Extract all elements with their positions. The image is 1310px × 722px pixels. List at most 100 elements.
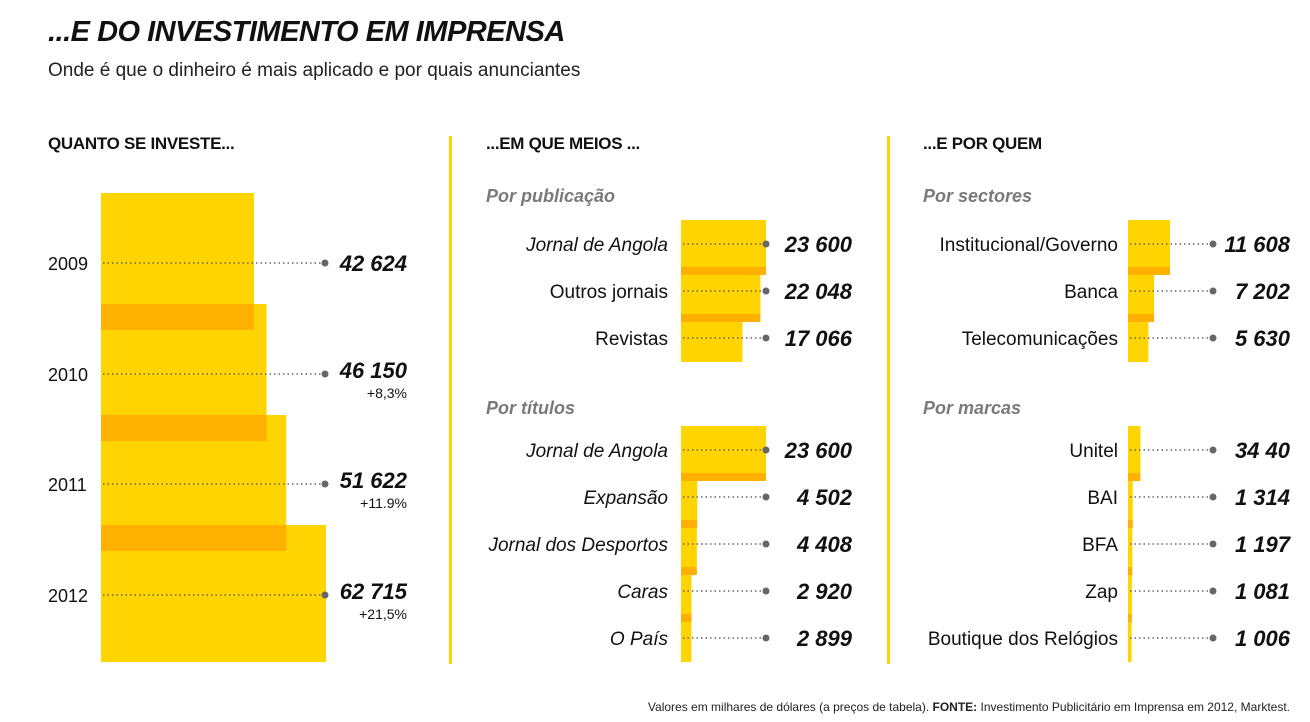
publicacao-value-0: 23 600	[784, 232, 853, 257]
titulos-value-3: 2 920	[796, 579, 853, 604]
titulos-bar-overlap-2	[681, 567, 697, 575]
year-bar-overlap-2011	[101, 525, 287, 551]
marcas-bar-4	[1128, 614, 1132, 662]
titulos-bar-overlap-3	[681, 614, 692, 622]
section-title-quanto: QUANTO SE INVESTE...	[48, 134, 235, 153]
sectores-value-1: 7 202	[1235, 279, 1291, 304]
sectores-bar-overlap-0	[1128, 267, 1170, 275]
sectores-bar-overlap-1	[1128, 314, 1155, 322]
leader-dot-2012	[321, 591, 329, 599]
section-title-quem: ...E POR QUEM	[923, 134, 1042, 153]
leader-dot-2011	[321, 480, 329, 488]
titulos-leader-dot-0	[762, 446, 770, 454]
titulos-leader-dot-3	[762, 587, 770, 595]
marcas-value-2: 1 197	[1235, 532, 1292, 557]
sectores-leader-dot-1	[1209, 287, 1217, 295]
titulos-value-1: 4 502	[796, 485, 853, 510]
leader-dot-2010	[321, 370, 329, 378]
group-title-por-marcas: Por marcas	[923, 398, 1022, 418]
titulos-bar-3	[681, 567, 692, 614]
column-divider-left	[449, 136, 452, 664]
titulos-label-2: Jornal dos Desportos	[487, 535, 668, 556]
titulos-label-3: Caras	[617, 582, 668, 603]
year-change-2010: +8,3%	[367, 385, 407, 401]
titulos-leader-dot-1	[762, 493, 770, 501]
publicacao-label-1: Outros jornais	[550, 282, 668, 303]
year-value-2010: 46 150	[339, 358, 408, 383]
publicacao-label-2: Revistas	[595, 329, 668, 350]
marcas-leader-dot-4	[1209, 634, 1217, 642]
marcas-bar-0	[1128, 426, 1141, 473]
year-label-2009: 2009	[48, 254, 88, 274]
sectores-label-1: Banca	[1064, 282, 1118, 303]
marcas-leader-dot-0	[1209, 446, 1217, 454]
publicacao-leader-dot-1	[762, 287, 770, 295]
marcas-value-1: 1 314	[1235, 485, 1290, 510]
year-label-2010: 2010	[48, 365, 88, 385]
sectores-value-2: 5 630	[1235, 326, 1291, 351]
year-change-2012: +21,5%	[359, 606, 407, 622]
titulos-label-1: Expansão	[583, 488, 668, 509]
year-bar-2009	[101, 193, 254, 304]
marcas-label-1: BAI	[1087, 488, 1118, 509]
marcas-label-2: BFA	[1082, 535, 1118, 556]
year-label-2011: 2011	[48, 475, 87, 495]
marcas-value-0: 34 40	[1235, 438, 1291, 463]
titulos-value-4: 2 899	[796, 626, 853, 651]
publicacao-bar-overlap-1	[681, 314, 761, 322]
section-title-meios: ...EM QUE MEIOS ...	[486, 134, 640, 153]
marcas-value-4: 1 006	[1235, 626, 1291, 651]
publicacao-value-1: 22 048	[784, 279, 853, 304]
footer-source-text: Investimento Publicitário em Imprensa em…	[980, 700, 1290, 714]
sectores-bar-2	[1128, 314, 1149, 362]
sectores-value-0: 11 608	[1224, 232, 1290, 257]
marcas-label-0: Unitel	[1069, 441, 1118, 462]
publicacao-leader-dot-0	[762, 240, 770, 248]
titulos-bar-overlap-0	[681, 473, 766, 481]
titulos-bar-1	[681, 473, 698, 520]
marcas-label-3: Zap	[1085, 582, 1118, 603]
marcas-bar-overlap-2	[1128, 567, 1133, 575]
marcas-bar-overlap-1	[1128, 520, 1133, 528]
marcas-bar-overlap-3	[1128, 614, 1132, 622]
sectores-leader-dot-2	[1209, 334, 1217, 342]
marcas-label-4: Boutique dos Relógios	[928, 629, 1118, 650]
group-title-por-titulos: Por títulos	[486, 398, 575, 418]
footer-note: Valores em milhares de dólares (a preços…	[648, 700, 1290, 714]
year-value-2012: 62 715	[340, 579, 408, 604]
marcas-leader-dot-2	[1209, 540, 1217, 548]
year-value-2011: 51 622	[340, 468, 408, 493]
footer-source-label: FONTE:	[932, 700, 978, 714]
marcas-leader-dot-3	[1209, 587, 1217, 595]
titulos-bar-overlap-1	[681, 520, 698, 528]
year-bar-overlap-2010	[101, 415, 267, 441]
group-title-por-publicacao: Por publicação	[486, 186, 616, 206]
sectores-label-2: Telecomunicações	[962, 329, 1118, 350]
year-bar-overlap-2009	[101, 304, 254, 330]
sectores-label-0: Institucional/Governo	[940, 235, 1119, 256]
page-title: ...E DO INVESTIMENTO EM IMPRENSA	[48, 16, 565, 48]
group-title-por-sectores: Por sectores	[923, 186, 1033, 206]
titulos-label-0: Jornal de Angola	[525, 441, 668, 462]
titulos-bar-4	[681, 614, 692, 662]
titulos-value-2: 4 408	[796, 532, 853, 557]
page-subtitle: Onde é que o dinheiro é mais aplicado e …	[48, 60, 581, 81]
titulos-leader-dot-2	[762, 540, 770, 548]
marcas-value-3: 1 081	[1235, 579, 1290, 604]
sectores-leader-dot-0	[1209, 240, 1217, 248]
year-value-2009: 42 624	[339, 251, 407, 276]
publicacao-value-2: 17 066	[785, 326, 853, 351]
year-change-2011: +11.9%	[360, 495, 407, 511]
marcas-leader-dot-1	[1209, 493, 1217, 501]
marcas-bar-overlap-0	[1128, 473, 1141, 481]
column-divider-right	[887, 136, 890, 664]
titulos-label-4: O País	[610, 629, 669, 650]
publicacao-label-0: Jornal de Angola	[525, 235, 668, 256]
titulos-leader-dot-4	[762, 634, 770, 642]
marcas-bar-3	[1128, 567, 1132, 614]
publicacao-bar-overlap-0	[681, 267, 766, 275]
year-label-2012: 2012	[48, 586, 88, 606]
publicacao-leader-dot-2	[762, 334, 770, 342]
footer-prefix: Valores em milhares de dólares (a preços…	[647, 700, 930, 714]
